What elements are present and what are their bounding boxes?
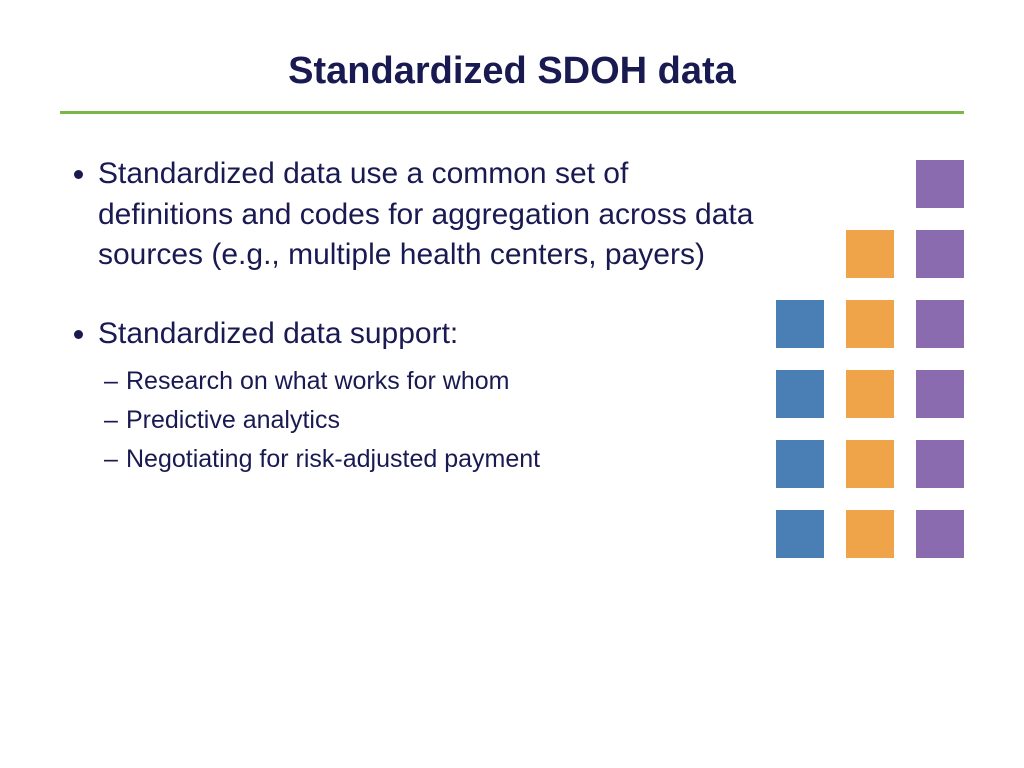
graphic-cell [916,370,964,418]
bullet-text: Standardized data use a common set of de… [98,157,753,271]
text-column: Standardized data use a common set of de… [60,154,776,516]
bullet-list: Standardized data use a common set of de… [60,154,756,478]
graphic-cell [916,440,964,488]
graphic-cell [776,300,824,348]
bullet-item: Standardized data support: Research on wh… [98,314,756,479]
graphic-cell [916,300,964,348]
graphic-cell [916,230,964,278]
graphic-cell [846,440,894,488]
graphic-cell [916,160,964,208]
graphic-cell [846,510,894,558]
slide-title: Standardized SDOH data [60,50,964,93]
graphic-cell [776,440,824,488]
bullet-item: Standardized data use a common set of de… [98,154,756,276]
graphic-cell [846,160,894,208]
slide: Standardized SDOH data Standardized data… [0,0,1024,768]
graphic-cell [776,370,824,418]
bullet-text: Standardized data support: [98,317,458,350]
content-row: Standardized data use a common set of de… [60,154,964,558]
sub-bullet-list: Research on what works for whomPredictiv… [98,362,756,478]
graphic-cell [776,510,824,558]
graphic-cell [916,510,964,558]
title-underline [60,111,964,114]
graphic-cell [776,160,824,208]
graphic-cell [846,370,894,418]
step-bar-graphic [776,160,964,558]
sub-bullet-item: Negotiating for risk-adjusted payment [126,440,756,479]
sub-bullet-item: Predictive analytics [126,401,756,440]
graphic-column [776,154,964,558]
graphic-cell [846,230,894,278]
graphic-cell [776,230,824,278]
graphic-cell [846,300,894,348]
sub-bullet-item: Research on what works for whom [126,362,756,401]
